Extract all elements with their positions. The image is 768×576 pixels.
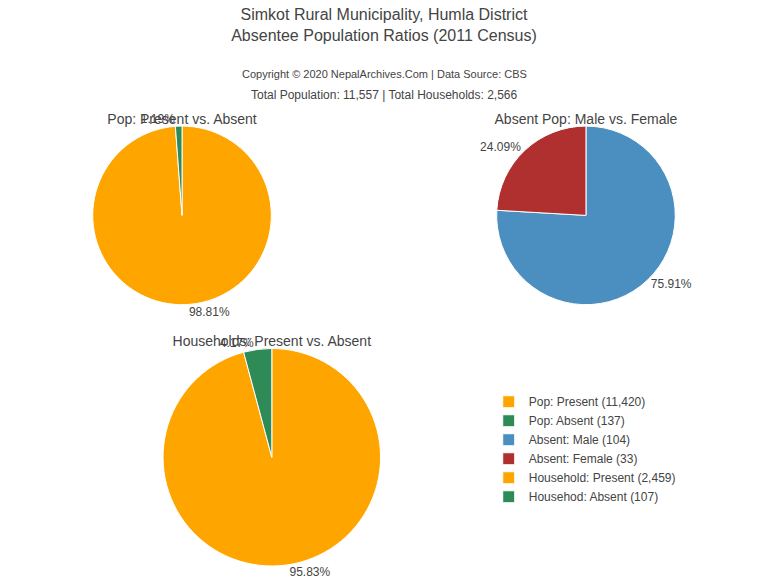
svg-text:Househod: Absent (107): Househod: Absent (107) [529, 490, 658, 504]
svg-text:Pop: Absent (137): Pop: Absent (137) [529, 414, 625, 428]
svg-text:Pop: Present (11,420): Pop: Present (11,420) [529, 395, 646, 409]
svg-text:95.83%: 95.83% [290, 565, 331, 576]
svg-text:1.19%: 1.19% [141, 112, 175, 126]
svg-text:4.17%: 4.17% [220, 336, 254, 350]
svg-text:Absent Pop: Male vs. Female: Absent Pop: Male vs. Female [495, 111, 678, 127]
svg-text:Copyright © 2020 NepalArchives: Copyright © 2020 NepalArchives.Com | Dat… [242, 68, 527, 80]
svg-text:Pop: Present vs. Absent: Pop: Present vs. Absent [107, 111, 257, 127]
svg-text:Simkot Rural Municipality, Hum: Simkot Rural Municipality, Humla Distric… [231, 6, 537, 44]
svg-text:Absent: Female (33): Absent: Female (33) [529, 452, 638, 466]
svg-text:Total Population: 11,557 | Tot: Total Population: 11,557 | Total Househo… [251, 88, 518, 102]
svg-text:24.09%: 24.09% [480, 140, 521, 154]
svg-text:Households: Present vs. Absent: Households: Present vs. Absent [173, 333, 372, 349]
svg-text:75.91%: 75.91% [651, 277, 692, 291]
svg-text:98.81%: 98.81% [189, 305, 230, 319]
svg-text:Household: Present (2,459): Household: Present (2,459) [529, 471, 676, 485]
svg-text:Absent: Male (104): Absent: Male (104) [529, 433, 630, 447]
